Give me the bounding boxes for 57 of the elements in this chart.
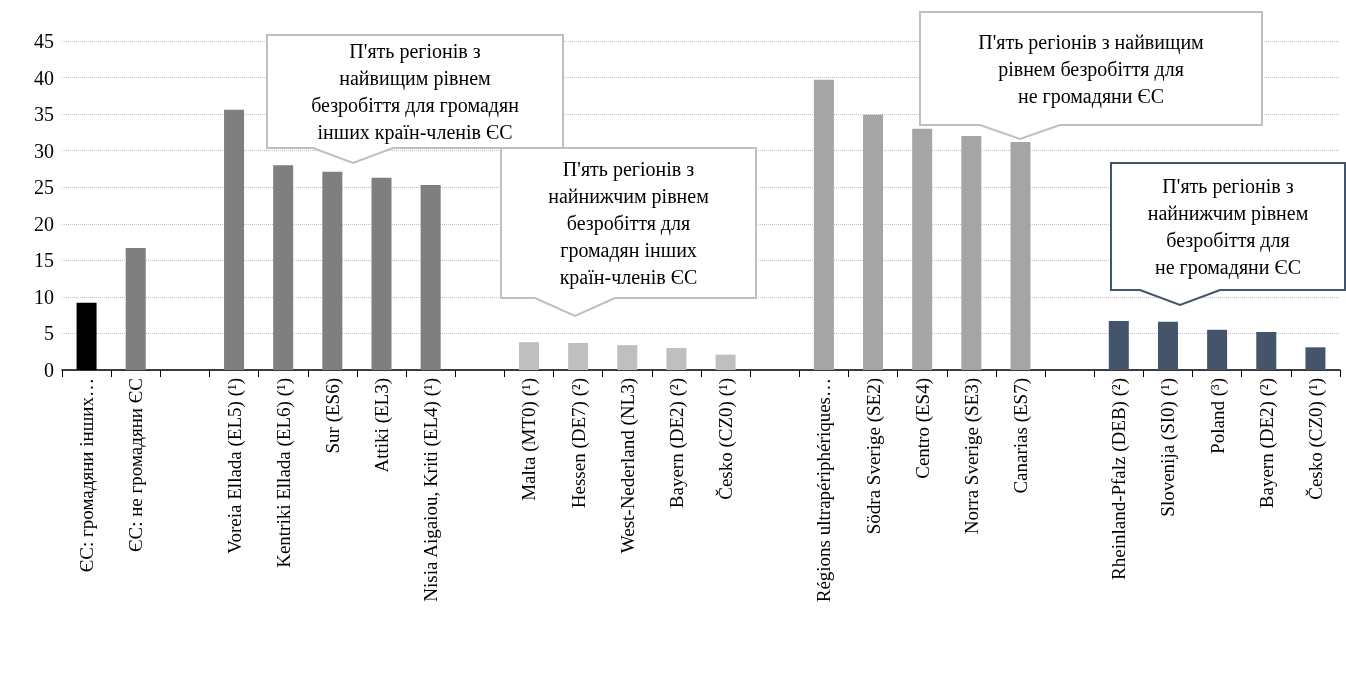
annotation: П'ять регіонів з найвищим рівнем безробіття для не громадяни ЄС (978, 30, 1205, 108)
bar (518, 342, 539, 370)
x-tick-label: Slovenija (SI0) (¹) (1157, 378, 1180, 517)
bar (715, 354, 736, 370)
y-tick-label: 15 (34, 249, 54, 272)
y-tick-label: 35 (34, 103, 54, 126)
y-tick-label: 20 (34, 212, 54, 235)
bar (1108, 321, 1129, 370)
bar (322, 171, 343, 370)
bar (273, 165, 294, 370)
x-tick-label: Malta (MT0) (¹) (518, 378, 541, 501)
x-tick-label: ЄС: не громадяни ЄС (125, 378, 147, 553)
bar (813, 79, 834, 370)
x-tick-label: Nisia Aigaiou, Kriti (EL4) (¹) (420, 378, 443, 602)
y-tick-label: 40 (34, 66, 54, 89)
y-tick-label: 0 (44, 359, 54, 381)
y-tick-label: 45 (34, 30, 54, 52)
y-tick-label: 30 (34, 139, 54, 162)
y-tick-label: 5 (44, 322, 54, 345)
x-tick-label: Poland (³) (1206, 378, 1229, 454)
bar (1010, 141, 1031, 370)
bar (1207, 329, 1228, 370)
bar (568, 342, 589, 370)
x-tick-label: Česko (CZ0) (¹) (1304, 378, 1327, 500)
bar (961, 136, 982, 370)
bar (420, 185, 441, 370)
bar (125, 247, 146, 370)
x-tick-label: Södra Sverige (SE2) (862, 378, 885, 535)
x-tick-label: West-Nederland (NL3) (616, 378, 639, 554)
x-tick-label: Voreia Ellada (EL5) (¹) (223, 378, 246, 554)
x-tick-label: Sur (ES6) (321, 378, 344, 454)
x-tick-label: Bayern (DE2) (²) (665, 378, 688, 509)
bar (863, 114, 884, 370)
bar (912, 128, 933, 370)
x-tick-label: Centro (ES4) (911, 378, 934, 479)
x-tick-label: Régions ultrapériphériques… (813, 378, 835, 603)
bar (1305, 347, 1326, 370)
x-tick-label: Česko (CZ0) (¹) (715, 378, 738, 500)
annotation: П'ять регіонів з найнижчим рівнем безробіття для громадян інших країн-членів ЄС (548, 158, 710, 289)
x-tick-label: ЄС: громадяни інших… (76, 378, 98, 573)
y-tick-label: 25 (34, 176, 54, 199)
bar (617, 345, 638, 370)
annotation: П'ять регіонів з найнижчим рівнем безробіття для не громадяни ЄС (1147, 175, 1309, 279)
x-tick-label: Rheinland-Pfalz (DEB) (²) (1108, 378, 1131, 580)
x-tick-label: Attiki (EL3) (371, 378, 393, 473)
x-tick-label: Kentriki Ellada (EL6) (¹) (272, 378, 295, 568)
x-tick-label: Bayern (DE2) (²) (1255, 378, 1278, 509)
bar (371, 177, 392, 370)
bar (1256, 331, 1277, 370)
bar (666, 348, 687, 370)
bar (1157, 321, 1178, 370)
x-tick-label: Hessen (DE7) (²) (567, 378, 590, 509)
x-tick-label: Norra Sverige (SE3) (960, 378, 983, 535)
y-tick-label: 10 (34, 285, 54, 308)
annotation: П'ять регіонів з найвищим рівнем безробіття для громадян інших країн-членів ЄС (311, 40, 520, 144)
bar (224, 109, 245, 370)
x-tick-label: Canarias (ES7) (1010, 378, 1032, 494)
